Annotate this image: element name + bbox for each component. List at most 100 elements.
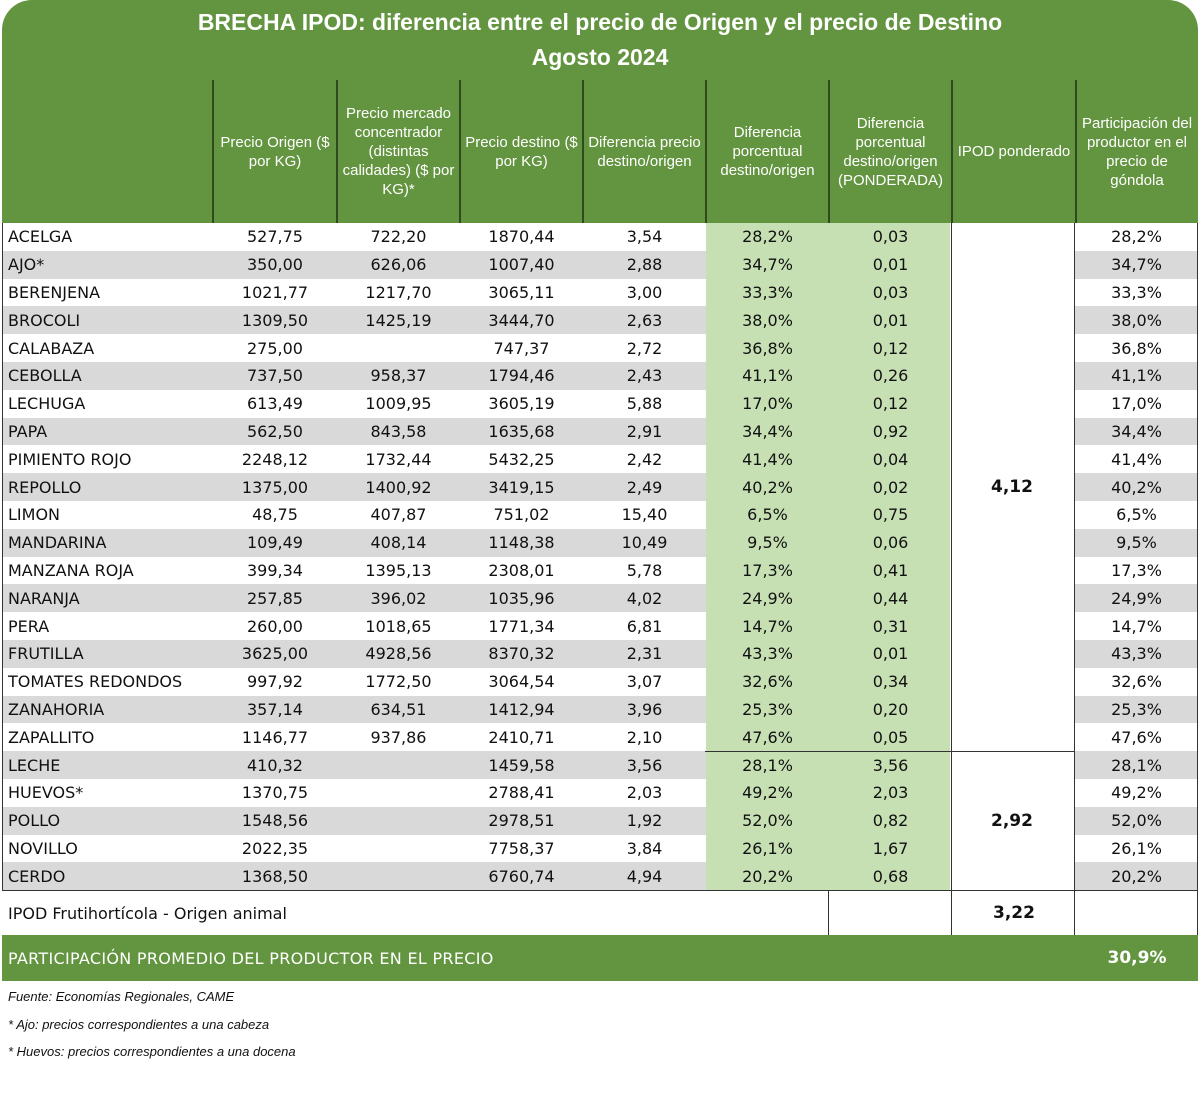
table-row: CERDO 1368,50 6760,74 4,94 20,2% 0,68 20,2%: [2, 862, 1198, 891]
cell-destino: 3605,19: [488, 394, 555, 414]
cell-mercado: [337, 779, 460, 807]
cell-pond: 0,12: [872, 394, 909, 414]
cell-origen: 1548,56: [241, 811, 309, 831]
table-row: BROCOLI 1309,50 1425,19 3444,70 2,63 38,0% 0,0…: [2, 306, 1198, 335]
ipod-group-animal: 2,92: [950, 751, 1074, 891]
cell-difpct: 28,1%: [742, 755, 793, 775]
cell-pond: 0,01: [872, 644, 909, 664]
table-header: Precio Origen ($ por KG) Precio mercado …: [2, 80, 1198, 223]
cell-mercado: 634,51: [370, 699, 427, 719]
cell-mercado: 1400,92: [365, 477, 432, 497]
cell-producto: LIMON: [8, 505, 60, 525]
cell-destino: 747,37: [493, 338, 550, 358]
cell-dif: 2,88: [626, 255, 663, 275]
cell-producto: MANZANA ROJA: [8, 560, 134, 580]
cell-dif: 4,94: [626, 866, 663, 886]
cell-mercado: [337, 751, 460, 779]
cell-dif: 2,72: [626, 338, 663, 358]
cell-difpct: 26,1%: [742, 838, 793, 858]
cell-mercado: 958,37: [370, 366, 427, 386]
average-participation-label: PARTICIPACIÓN PROMEDIO DEL PRODUCTOR EN …: [8, 948, 494, 968]
cell-destino: 751,02: [493, 505, 550, 525]
cell-origen: 2022,35: [241, 838, 309, 858]
cell-pond: 0,75: [872, 505, 909, 525]
cell-producto: REPOLLO: [8, 477, 82, 497]
cell-producto: PERA: [8, 616, 50, 636]
cell-dif: 3,96: [626, 699, 663, 719]
cell-destino: 1794,46: [488, 366, 555, 386]
cell-mercado: 722,20: [370, 227, 427, 247]
cell-mercado: [337, 835, 460, 863]
cell-pond: 1,67: [872, 838, 909, 858]
cell-pond: 0,92: [872, 421, 909, 441]
header-precio-origen: Precio Origen ($ por KG): [213, 80, 337, 223]
cell-producto: BERENJENA: [8, 282, 101, 302]
table-row: LECHE 410,32 1459,58 3,56 28,1% 3,56 28,1%: [2, 751, 1198, 779]
cell-difpct: 6,5%: [747, 505, 788, 525]
cell-dif: 2,91: [626, 421, 663, 441]
table-row: CALABAZA 275,00 747,37 2,72 36,8% 0,12 36,8%: [2, 334, 1198, 362]
cell-dif: 2,03: [626, 783, 663, 803]
cell-part: 34,4%: [1111, 421, 1162, 441]
table-row: LECHUGA 613,49 1009,95 3605,19 5,88 17,0% 0,12…: [2, 389, 1198, 418]
cell-producto: PIMIENTO ROJO: [8, 449, 132, 469]
footnote-huevos: * Huevos: precios correspondientes a una…: [8, 1044, 296, 1059]
cell-mercado: 1772,50: [365, 672, 432, 692]
cell-dif: 5,78: [626, 560, 663, 580]
table-row: NOVILLO 2022,35 7758,37 3,84 26,1% 1,67 26,1%: [2, 834, 1198, 863]
cell-mercado: 1009,95: [365, 394, 432, 414]
cell-pond: 0,04: [872, 449, 909, 469]
cell-destino: 1771,34: [488, 616, 555, 636]
cell-pond: 0,01: [872, 255, 909, 275]
cell-destino: 3065,11: [488, 282, 555, 302]
cell-part: 9,5%: [1116, 533, 1157, 553]
cell-pond: 0,02: [872, 477, 909, 497]
cell-destino: 1412,94: [488, 699, 555, 719]
cell-destino: 2788,41: [488, 783, 555, 803]
cell-part: 32,6%: [1111, 672, 1162, 692]
cell-producto: ACELGA: [8, 227, 73, 247]
header-diferencia-precio: Diferencia precio destino/origen: [583, 80, 706, 223]
footnotes: Fuente: Economías Regionales, CAME * Ajo…: [8, 986, 296, 1069]
cell-producto: ZAPALLITO: [8, 727, 95, 747]
table-row: ACELGA 527,75 722,20 1870,44 3,54 28,2% 0,03 28…: [2, 223, 1198, 251]
cell-mercado: 1217,70: [365, 282, 432, 302]
cell-mercado: [337, 862, 460, 890]
cell-origen: 260,00: [247, 616, 303, 636]
table-row: PIMIENTO ROJO 2248,12 1732,44 5432,25 2,42 41…: [2, 445, 1198, 474]
cell-mercado: 4928,56: [365, 644, 432, 664]
average-participation-value: 30,9%: [1107, 948, 1167, 968]
table-row: PERA 260,00 1018,65 1771,34 6,81 14,7% 0,31 14,…: [2, 612, 1198, 640]
cell-pond: 0,03: [872, 227, 909, 247]
cell-dif: 6,81: [626, 616, 663, 636]
cell-dif: 1,92: [626, 811, 663, 831]
cell-destino: 3064,54: [488, 672, 555, 692]
cell-part: 28,1%: [1111, 755, 1162, 775]
cell-destino: 1870,44: [488, 227, 555, 247]
cell-destino: 1459,58: [488, 755, 555, 775]
cell-part: 47,6%: [1111, 727, 1162, 747]
cell-mercado: 407,87: [370, 505, 427, 525]
cell-difpct: 43,3%: [742, 644, 793, 664]
table-row: ZANAHORIA 357,14 634,51 1412,94 3,96 25,3% 0,2…: [2, 695, 1198, 724]
cell-difpct: 38,0%: [742, 310, 793, 330]
table-row: HUEVOS* 1370,75 2788,41 2,03 49,2% 2,03 49,2%: [2, 779, 1198, 807]
table-row: FRUTILLA 3625,00 4928,56 8370,32 2,31 43,3% 0,…: [2, 640, 1198, 668]
cell-mercado: 1425,19: [365, 310, 432, 330]
table-row: BERENJENA 1021,77 1217,70 3065,11 3,00 33,3% 0…: [2, 278, 1198, 307]
cell-pond: 0,44: [872, 588, 909, 608]
cell-destino: 1635,68: [488, 421, 555, 441]
title-line-1: BRECHA IPOD: diferencia entre el precio …: [197, 9, 1003, 35]
cell-producto: PAPA: [8, 421, 48, 441]
cell-difpct: 24,9%: [742, 588, 793, 608]
cell-dif: 3,00: [626, 282, 663, 302]
table-row: LIMON 48,75 407,87 751,02 15,40 6,5% 0,75 6,5%: [2, 501, 1198, 529]
average-participation-row: PARTICIPACIÓN PROMEDIO DEL PRODUCTOR EN …: [2, 935, 1198, 981]
cell-mercado: 408,14: [370, 533, 427, 553]
cell-part: 17,0%: [1111, 394, 1162, 414]
cell-part: 34,7%: [1111, 255, 1162, 275]
cell-producto: ZANAHORIA: [8, 699, 105, 719]
cell-destino: 1148,38: [488, 533, 555, 553]
cell-producto: LECHE: [8, 755, 61, 775]
cell-origen: 1021,77: [241, 282, 309, 302]
